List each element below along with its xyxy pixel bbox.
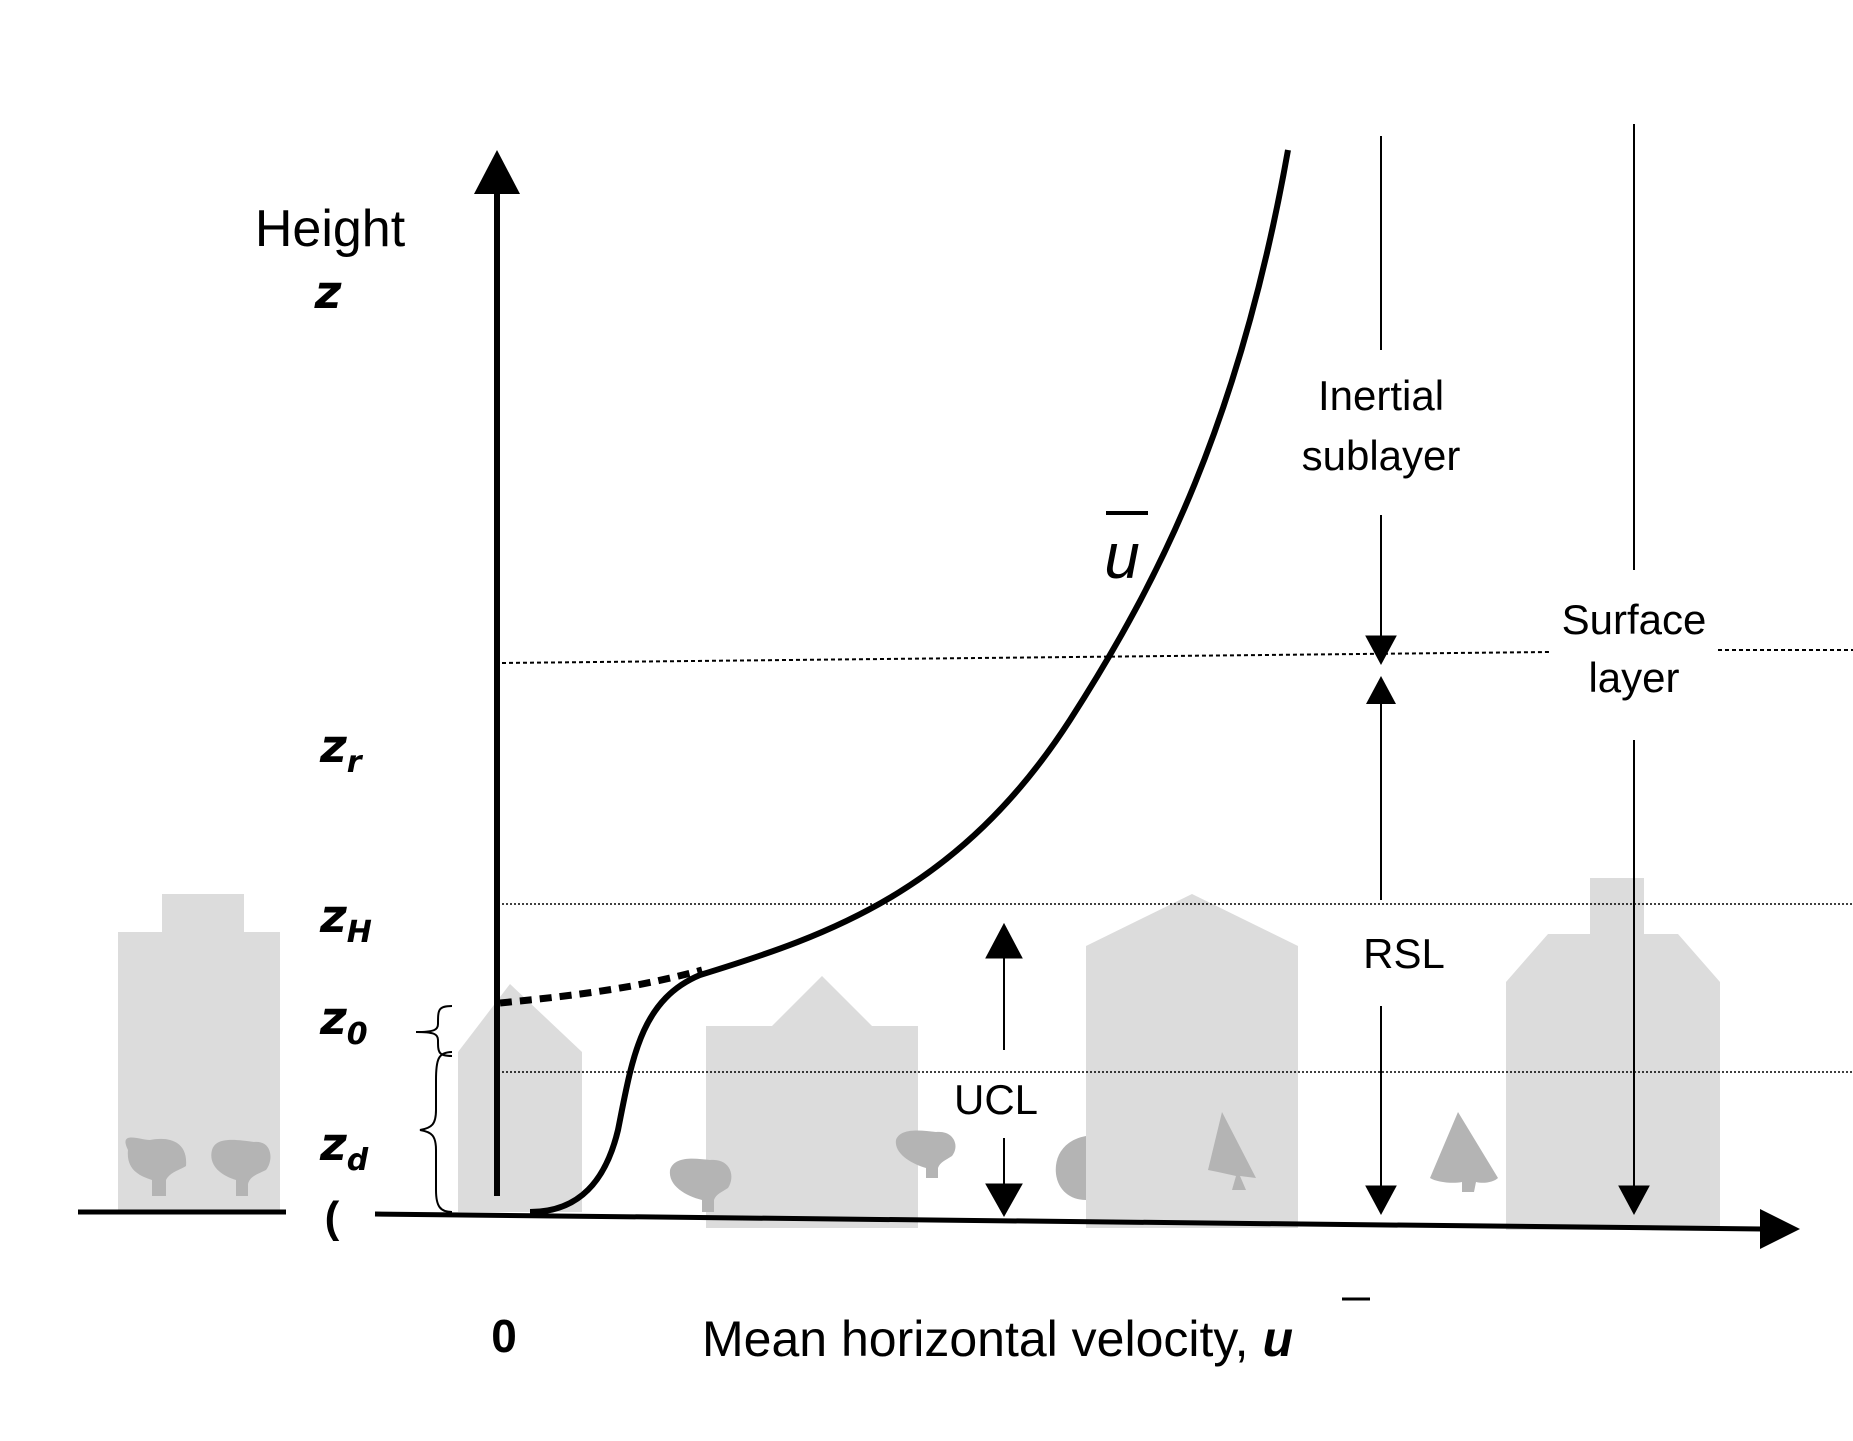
ucl-down-arrow-icon: [985, 1183, 1023, 1218]
x-axis-arrow-icon: [1760, 1209, 1800, 1249]
building-left-tall: [118, 894, 280, 1210]
surface-layer-label-line2: layer: [1588, 654, 1679, 701]
tree-1: [125, 1137, 187, 1196]
velocity-profile-curve: [529, 149, 1291, 1215]
zd-brace: [419, 1051, 453, 1213]
rsl-label: RSL: [1363, 930, 1445, 977]
ground-mark: (: [325, 1193, 340, 1242]
tree-4: [895, 1130, 956, 1178]
z-label-zh: zH: [319, 889, 372, 950]
tree-7: [1430, 1112, 1498, 1192]
trees: [125, 1112, 1498, 1212]
layer-arrows: [985, 124, 1650, 1218]
labels: Height z u zr zH z0 zd ( Inertial sublay…: [255, 200, 1707, 1367]
rsl-down-arrow-icon: [1365, 1185, 1397, 1216]
tree-5: [1055, 1136, 1086, 1200]
z0-brace: [415, 1005, 453, 1057]
x-axis-title-symbol: u: [1262, 1311, 1293, 1367]
y-axis-symbol: z: [314, 265, 342, 319]
z-label-zd: zd: [319, 1117, 369, 1178]
ucl-label: UCL: [954, 1076, 1038, 1123]
z-label-z0: z0: [319, 991, 368, 1052]
z-label-zr: zr: [319, 719, 364, 780]
x-axis-title: Mean horizontal velocity, u: [702, 1311, 1293, 1367]
y-axis-arrow-icon: [474, 150, 520, 194]
y-axis: [474, 150, 520, 1196]
building-house-small: [458, 984, 582, 1212]
inertial-sublayer-label-line2: sublayer: [1302, 432, 1461, 479]
x-axis: [78, 1209, 1800, 1249]
inertial-sublayer-label-line1: Inertial: [1318, 372, 1444, 419]
velocity-profile-dashed-extrapolation: [499, 966, 703, 1007]
x-axis-zero: 0: [491, 1310, 517, 1362]
velocity-profile: [499, 149, 1291, 1215]
tree-2: [211, 1139, 271, 1196]
rsl-up-arrow-icon: [1366, 676, 1396, 704]
y-axis-title: Height: [255, 200, 406, 258]
surface-layer-label-line1: Surface: [1562, 596, 1707, 643]
building-house-wide: [706, 976, 918, 1228]
urban-canopy-buildings: [118, 878, 1720, 1230]
tree-3: [669, 1158, 732, 1212]
curve-label: u: [1104, 520, 1140, 592]
building-large-center: [1086, 894, 1298, 1228]
tree-6: [1208, 1112, 1256, 1190]
inertial-top-dotted-line: [501, 651, 1551, 664]
surface-down-arrow-icon: [1618, 1185, 1650, 1216]
building-right-tower: [1506, 878, 1720, 1230]
reference-lines: [501, 649, 1853, 1073]
inertial-down-arrow-icon: [1365, 635, 1397, 666]
ucl-up-arrow-icon: [985, 922, 1023, 959]
height-braces: [415, 1005, 453, 1213]
